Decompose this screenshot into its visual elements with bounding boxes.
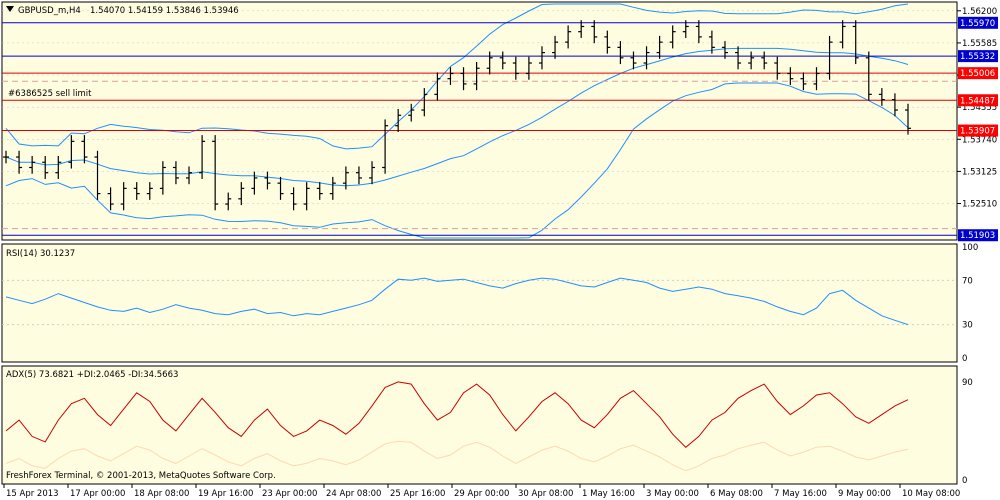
level-tag-label: 1.55006 <box>960 69 995 79</box>
adx-title: ADX(5) 73.6821 +DI:2.0465 -DI:34.5663 <box>6 370 178 380</box>
time-tick-label: 15 Apr 2013 <box>6 489 59 499</box>
level-tag <box>958 94 998 107</box>
symbol-label: GBPUSD_m,H4 <box>18 6 81 16</box>
rsi-panel[interactable] <box>1 243 958 363</box>
level-tag <box>958 16 998 29</box>
rsi-title: RSI(14) 30.1237 <box>6 249 75 259</box>
triangle-down-icon[interactable] <box>6 6 14 12</box>
time-tick-label: 23 Apr 00:00 <box>262 489 317 499</box>
time-tick-label: 24 Apr 08:00 <box>326 489 381 499</box>
price-tick-label: 1.52510 <box>962 200 997 210</box>
level-tag <box>958 50 998 63</box>
time-tick-label: 18 Apr 08:00 <box>134 489 189 499</box>
rsi-tick-label: 0 <box>962 354 967 364</box>
candles <box>3 20 911 211</box>
time-tick-label: 3 May 00:00 <box>646 489 699 499</box>
time-tick-label: 9 May 00:00 <box>838 489 891 499</box>
level-tag-label: 1.55970 <box>960 19 995 29</box>
level-tag-label: 1.55332 <box>960 52 995 62</box>
level-tag-label: 1.51903 <box>960 231 995 241</box>
price-tick-label: 1.53125 <box>962 167 997 177</box>
band-lower <box>5 82 909 239</box>
price-tick-label: 1.55585 <box>962 39 997 49</box>
price-tick-label: 1.56200 <box>962 7 997 17</box>
adx-tick-label: 90 <box>962 378 973 388</box>
level-tag <box>958 229 998 242</box>
price-panel[interactable] <box>1 1 958 241</box>
time-tick-label: 29 Apr 00:00 <box>454 489 509 499</box>
adx-series <box>5 381 909 472</box>
price-tick-label: 1.53740 <box>962 135 997 145</box>
time-tick-label: 10 May 08:00 <box>902 489 960 499</box>
order-label[interactable]: #6386525 sell limit <box>8 89 92 99</box>
rsi-tick-label: 100 <box>962 243 978 253</box>
time-tick-label: 17 Apr 00:00 <box>70 489 125 499</box>
price-axis: 1.562001.555851.549701.543551.537401.531… <box>957 7 997 210</box>
time-tick-label: 30 Apr 08:00 <box>518 489 573 499</box>
adx-axis: 90 0 <box>962 378 973 486</box>
time-tick-label: 1 May 16:00 <box>582 489 635 499</box>
copyright-text: FreshForex Terminal, © 2001-2013, MetaQu… <box>6 471 276 481</box>
level-tag-label: 1.53907 <box>960 127 995 137</box>
time-tick-label: 19 Apr 16:00 <box>198 489 253 499</box>
time-tick-label: 6 May 08:00 <box>710 489 763 499</box>
time-tick-label: 25 Apr 16:00 <box>390 489 445 499</box>
adx-tick-label: 0 <box>962 476 967 486</box>
level-tag-label: 1.54487 <box>960 96 995 106</box>
time-tick-label: 7 May 16:00 <box>774 489 827 499</box>
level-tag <box>958 67 998 80</box>
rsi-tick-label: 30 <box>962 321 973 331</box>
level-tags: 1.55970 1.55332 1.55006 1.54487 1.53907 1.519… <box>958 16 998 242</box>
time-axis: 15 Apr 2013 17 Apr 00:00 18 Apr 08:00 19 Ap… <box>3 484 960 499</box>
horizontal-levels <box>2 22 957 236</box>
band-middle <box>5 47 909 187</box>
price-tick-label: 1.54355 <box>962 103 997 113</box>
rsi-series <box>5 277 909 326</box>
level-tag <box>958 124 998 137</box>
band-upper <box>5 3 909 150</box>
di-line <box>5 440 909 472</box>
rsi-tick-label: 70 <box>962 276 973 286</box>
bollinger-bands <box>5 3 909 239</box>
adx-panel[interactable] <box>1 365 958 485</box>
rsi-axis: 100 70 30 0 <box>962 243 978 364</box>
adx-line <box>5 381 909 448</box>
ohlc-readout: 1.54070 1.54159 1.53846 1.53946 <box>90 6 239 16</box>
rsi-grid <box>2 279 957 326</box>
rsi-line <box>5 277 909 326</box>
